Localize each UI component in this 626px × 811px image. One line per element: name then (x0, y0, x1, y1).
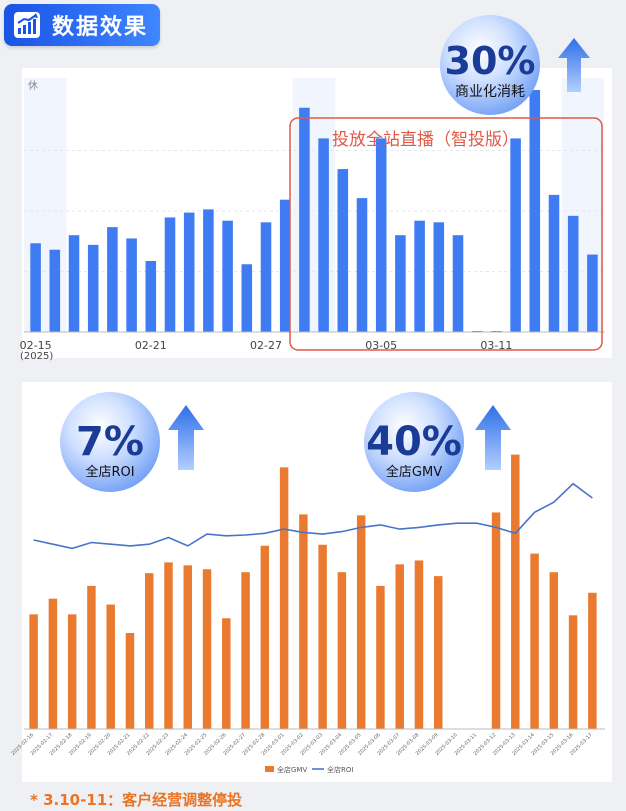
consumption-bar (183, 212, 195, 332)
chart1-bars (30, 90, 598, 332)
gmv-value: 40% (366, 419, 462, 465)
consumption-bar (356, 198, 368, 332)
commercial-label: 商业化消耗 (455, 84, 525, 100)
chart-up-icon (14, 12, 40, 38)
gmv-bar (491, 512, 501, 729)
consumption-bar (587, 254, 598, 332)
footer-note: * 3.10-11：客户经营调整停投 (30, 791, 243, 809)
consumption-bar (107, 227, 118, 332)
consumption-bar (510, 138, 521, 332)
consumption-bar (279, 199, 291, 332)
callout-gmv: 40% 全店GMV (364, 392, 511, 492)
callout-commercial: 30% 商业化消耗 (440, 15, 590, 115)
consumption-bar (529, 90, 541, 332)
consumption-bar (548, 194, 560, 332)
chart1-gridlines (24, 150, 605, 272)
consumption-bar (145, 261, 157, 332)
consumption-bar (395, 235, 406, 332)
gmv-bar (48, 598, 58, 729)
consumption-bar (126, 238, 137, 332)
bubble-icon (440, 15, 540, 115)
consumption-bar (375, 138, 387, 332)
legend-gmv-swatch (265, 766, 274, 772)
consumption-bar (318, 138, 329, 332)
gmv-bar (279, 467, 289, 729)
roi-label: 全店ROI (85, 464, 134, 480)
consumption-bar (433, 222, 445, 332)
gmv-bar (29, 614, 38, 729)
gmv-bar (549, 572, 559, 729)
consumption-bar (260, 222, 272, 332)
x-tick-label: 02-15 (20, 339, 52, 352)
gmv-bar (87, 585, 96, 729)
gmv-bar (588, 592, 597, 729)
gmv-bar (106, 604, 115, 729)
rest-day-tag: 休 (28, 80, 38, 92)
consumption-bar (567, 215, 579, 332)
consumption-bar (49, 249, 61, 332)
gmv-bar (530, 553, 539, 729)
gmv-bar (260, 545, 270, 729)
header-badge: 数据效果 (4, 4, 160, 46)
gmv-bar (337, 572, 347, 729)
page-title: 数据效果 (52, 15, 149, 40)
x-tick-label: 03-05 (365, 339, 397, 352)
gmv-bar (299, 514, 308, 729)
gmv-bar (241, 572, 250, 729)
annotation-label: 投放全站直播（智投版） (332, 130, 519, 150)
legend-gmv-label: 全店GMV (277, 765, 307, 774)
gmv-bar (356, 515, 366, 729)
up-arrow-icon (558, 38, 590, 92)
consumption-bar (203, 209, 214, 332)
commercial-value: 30% (445, 39, 536, 83)
bubble-icon (60, 392, 160, 492)
up-arrow-icon (168, 405, 204, 470)
consumption-bar (30, 243, 41, 332)
annotation-box (289, 117, 603, 351)
consumption-bar (68, 235, 80, 332)
chart1-year-label: (2025) (20, 351, 53, 362)
consumption-bar (452, 235, 464, 332)
gmv-bar (568, 615, 578, 729)
consumption-bar (414, 220, 425, 332)
gmv-bar (376, 585, 385, 729)
x-tick-label: 02-27 (250, 339, 282, 352)
gmv-bar (125, 632, 135, 729)
gmv-bar (433, 576, 443, 729)
callout-roi: 7% 全店ROI (60, 392, 204, 492)
gmv-bar (318, 544, 327, 729)
consumption-bar (337, 169, 349, 332)
chart2-gmv-bars (29, 454, 597, 729)
roi-value: 7% (76, 419, 144, 465)
gmv-label: 全店GMV (386, 464, 442, 480)
bubble-icon (364, 392, 464, 492)
gmv-bar (414, 560, 424, 729)
chart2-roi-line (33, 482, 593, 550)
chart1-x-ticks: 02-15 02-21 02-27 03-05 03-11 (20, 339, 513, 352)
up-arrow-icon (475, 405, 511, 470)
gmv-bar (222, 618, 231, 729)
legend-roi-label: 全店ROI (327, 765, 353, 774)
gmv-bar (395, 564, 404, 729)
gmv-bar (164, 562, 173, 729)
consumption-bar (222, 220, 233, 332)
gmv-bar (183, 565, 193, 729)
gmv-bar (67, 614, 77, 729)
gmv-bar (144, 573, 154, 729)
x-tick-label: 02-21 (135, 339, 167, 352)
chart2-x-ticks: 2025-02-162025-02-172025-02-182025-02-19… (10, 732, 594, 757)
consumption-bar (87, 244, 99, 332)
consumption-bar (241, 264, 253, 332)
x-tick-label: 03-11 (480, 339, 512, 352)
chart2-legend: 全店GMV 全店ROI (265, 765, 353, 774)
gmv-bar (511, 454, 520, 729)
consumption-bar (299, 107, 310, 332)
consumption-bar (164, 217, 176, 332)
gmv-bar (202, 569, 212, 729)
